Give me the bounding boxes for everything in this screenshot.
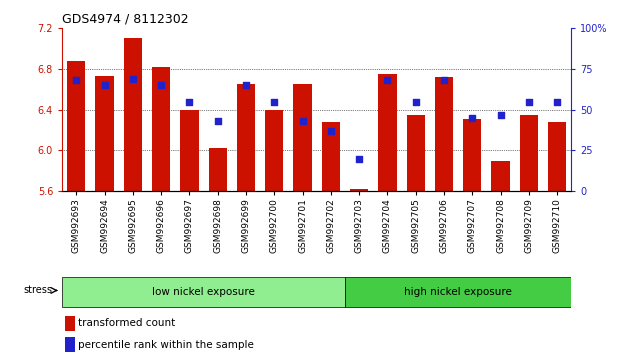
Bar <box>378 74 397 191</box>
Bar <box>209 148 227 191</box>
Text: percentile rank within the sample: percentile rank within the sample <box>78 339 254 350</box>
Bar <box>435 77 453 191</box>
Bar <box>65 316 75 331</box>
Bar <box>463 119 481 191</box>
Bar <box>152 67 170 191</box>
Bar <box>407 115 425 191</box>
Point <box>297 118 307 124</box>
Bar <box>67 61 86 191</box>
Point <box>326 128 336 134</box>
Bar <box>180 110 199 191</box>
Bar <box>96 76 114 191</box>
Text: high nickel exposure: high nickel exposure <box>404 287 512 297</box>
Point <box>99 82 109 88</box>
Point <box>71 78 81 83</box>
Point <box>468 115 478 121</box>
Bar <box>293 84 312 191</box>
Bar <box>62 277 345 307</box>
Bar <box>548 122 566 191</box>
Bar <box>491 161 510 191</box>
Point <box>184 99 194 104</box>
Text: low nickel exposure: low nickel exposure <box>152 287 255 297</box>
Point <box>410 99 420 104</box>
Point <box>241 82 251 88</box>
Bar <box>322 122 340 191</box>
Point <box>439 78 449 83</box>
Bar <box>124 39 142 191</box>
Bar <box>350 189 368 191</box>
Point <box>524 99 534 104</box>
Text: GDS4974 / 8112302: GDS4974 / 8112302 <box>62 13 189 26</box>
Bar <box>265 110 283 191</box>
Point <box>354 156 364 161</box>
Point <box>270 99 279 104</box>
Point <box>496 112 505 118</box>
Point <box>383 78 392 83</box>
Point <box>213 118 223 124</box>
Text: stress: stress <box>24 285 53 296</box>
Point <box>156 82 166 88</box>
Bar <box>65 337 75 352</box>
Bar <box>237 84 255 191</box>
Text: transformed count: transformed count <box>78 318 176 329</box>
Bar <box>520 115 538 191</box>
Point <box>552 99 562 104</box>
Point <box>128 76 138 82</box>
Bar <box>345 277 571 307</box>
